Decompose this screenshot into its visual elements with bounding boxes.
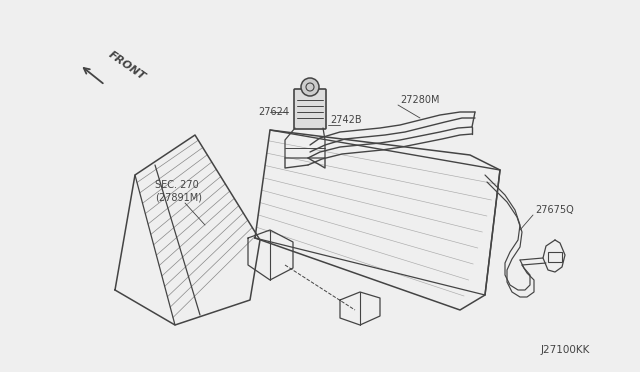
Text: FRONT: FRONT (107, 49, 148, 82)
Text: 27675Q: 27675Q (535, 205, 573, 215)
Text: SEC. 270: SEC. 270 (155, 180, 199, 190)
FancyBboxPatch shape (294, 89, 326, 129)
Circle shape (301, 78, 319, 96)
Text: 27624: 27624 (258, 107, 289, 117)
Text: 2742B: 2742B (330, 115, 362, 125)
Text: (27891M): (27891M) (155, 192, 202, 202)
Text: J27100KK: J27100KK (541, 345, 590, 355)
Bar (548, 252, 562, 262)
Text: 27280M: 27280M (400, 95, 440, 105)
